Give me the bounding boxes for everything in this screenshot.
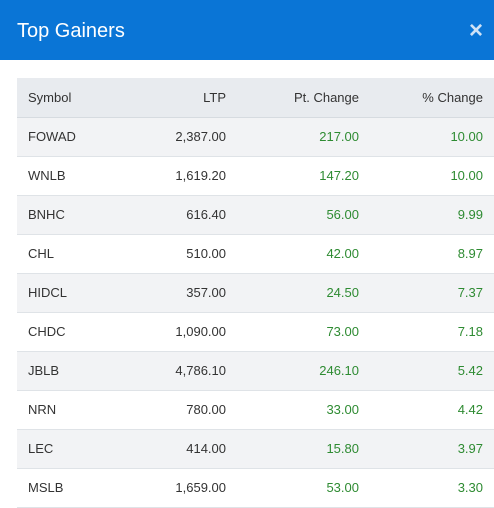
pt-change-cell: 42.00 xyxy=(226,234,359,274)
symbol-cell: FOWAD xyxy=(17,117,118,157)
pt-change-cell: 53.00 xyxy=(226,468,359,508)
ltp-cell: 357.00 xyxy=(118,273,226,313)
ltp-cell: 780.00 xyxy=(118,390,226,430)
pt-change-cell: 147.20 xyxy=(226,156,359,196)
column-header-symbol[interactable]: Symbol xyxy=(17,78,118,118)
pct-change-cell: 3.97 xyxy=(359,429,494,469)
gainers-table: Symbol LTP Pt. Change % Change FOWAD 2,38… xyxy=(17,78,494,508)
ltp-cell: 2,387.00 xyxy=(118,117,226,157)
table-row[interactable]: HIDCL 357.00 24.50 7.37 xyxy=(17,273,494,313)
symbol-cell: CHDC xyxy=(17,312,118,352)
pt-change-cell: 24.50 xyxy=(226,273,359,313)
table-row[interactable]: BNHC 616.40 56.00 9.99 xyxy=(17,195,494,235)
pct-change-cell: 10.00 xyxy=(359,117,494,157)
table-row[interactable]: NRN 780.00 33.00 4.42 xyxy=(17,390,494,430)
ltp-cell: 1,659.00 xyxy=(118,468,226,508)
table-body: FOWAD 2,387.00 217.00 10.00 WNLB 1,619.20 147.… xyxy=(17,117,494,508)
pt-change-cell: 33.00 xyxy=(226,390,359,430)
pct-change-cell: 7.18 xyxy=(359,312,494,352)
pt-change-cell: 15.80 xyxy=(226,429,359,469)
pct-change-cell: 5.42 xyxy=(359,351,494,391)
column-header-ltp[interactable]: LTP xyxy=(118,78,226,118)
pt-change-cell: 217.00 xyxy=(226,117,359,157)
table-row[interactable]: JBLB 4,786.10 246.10 5.42 xyxy=(17,351,494,391)
symbol-cell: BNHC xyxy=(17,195,118,235)
pct-change-cell: 7.37 xyxy=(359,273,494,313)
gainers-table-container: Symbol LTP Pt. Change % Change FOWAD 2,38… xyxy=(17,78,494,508)
table-row[interactable]: CHL 510.00 42.00 8.97 xyxy=(17,234,494,274)
ltp-cell: 1,090.00 xyxy=(118,312,226,352)
symbol-cell: WNLB xyxy=(17,156,118,196)
table-row[interactable]: LEC 414.00 15.80 3.97 xyxy=(17,429,494,469)
symbol-cell: JBLB xyxy=(17,351,118,391)
table-header: Symbol LTP Pt. Change % Change xyxy=(17,78,494,118)
ltp-cell: 1,619.20 xyxy=(118,156,226,196)
pct-change-cell: 8.97 xyxy=(359,234,494,274)
table-row[interactable]: FOWAD 2,387.00 217.00 10.00 xyxy=(17,117,494,157)
header-row: Symbol LTP Pt. Change % Change xyxy=(17,78,494,118)
pct-change-cell: 4.42 xyxy=(359,390,494,430)
pt-change-cell: 73.00 xyxy=(226,312,359,352)
ltp-cell: 510.00 xyxy=(118,234,226,274)
pt-change-cell: 56.00 xyxy=(226,195,359,235)
modal-title: Top Gainers xyxy=(17,20,125,42)
ltp-cell: 616.40 xyxy=(118,195,226,235)
pct-change-cell: 10.00 xyxy=(359,156,494,196)
pct-change-cell: 3.30 xyxy=(359,468,494,508)
symbol-cell: LEC xyxy=(17,429,118,469)
symbol-cell: NRN xyxy=(17,390,118,430)
close-icon[interactable]: × xyxy=(468,17,483,44)
column-header-pct-change[interactable]: % Change xyxy=(359,78,494,118)
ltp-cell: 414.00 xyxy=(118,429,226,469)
symbol-cell: MSLB xyxy=(17,468,118,508)
ltp-cell: 4,786.10 xyxy=(118,351,226,391)
column-header-pt-change[interactable]: Pt. Change xyxy=(226,78,359,118)
table-row[interactable]: MSLB 1,659.00 53.00 3.30 xyxy=(17,468,494,508)
modal-header: Top Gainers × xyxy=(0,0,494,60)
pct-change-cell: 9.99 xyxy=(359,195,494,235)
symbol-cell: CHL xyxy=(17,234,118,274)
table-row[interactable]: WNLB 1,619.20 147.20 10.00 xyxy=(17,156,494,196)
pt-change-cell: 246.10 xyxy=(226,351,359,391)
symbol-cell: HIDCL xyxy=(17,273,118,313)
table-row[interactable]: CHDC 1,090.00 73.00 7.18 xyxy=(17,312,494,352)
